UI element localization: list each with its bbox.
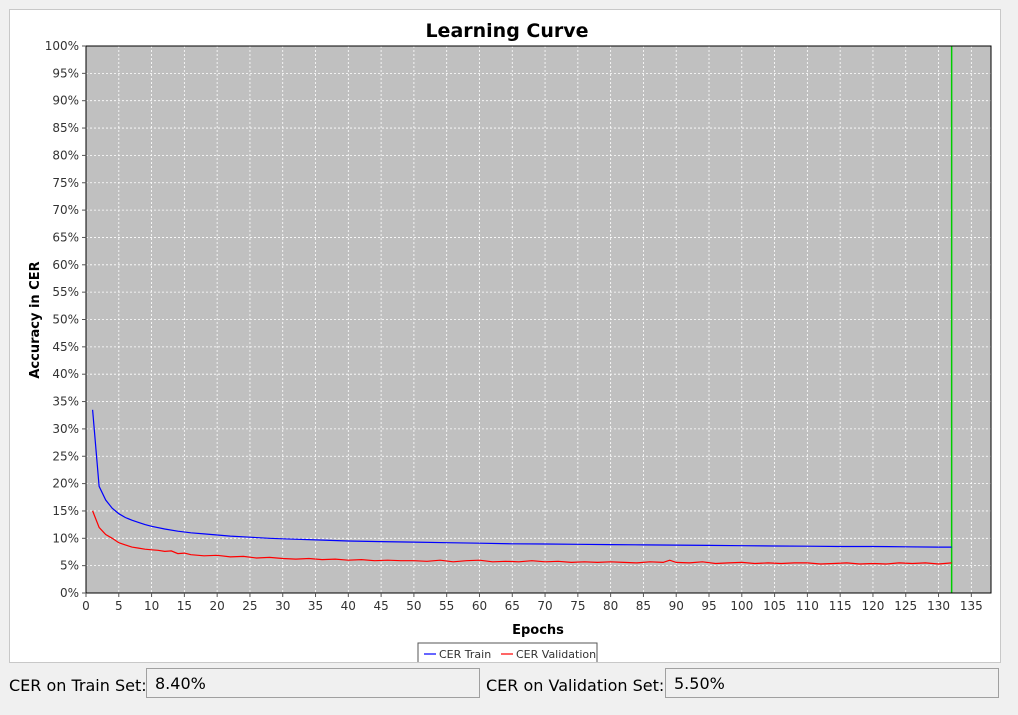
x-tick-label: 130	[927, 599, 950, 613]
x-tick-label: 0	[82, 599, 90, 613]
validation-cer-field: 5.50%	[665, 668, 999, 698]
y-tick-label: 5%	[60, 559, 79, 573]
x-tick-label: 20	[210, 599, 225, 613]
y-tick-label: 75%	[52, 176, 79, 190]
x-axis-label: Epochs	[512, 623, 564, 638]
legend-label: CER Train	[439, 648, 491, 661]
y-tick-label: 40%	[52, 367, 79, 381]
y-tick-label: 15%	[52, 504, 79, 518]
y-tick-label: 30%	[52, 422, 79, 436]
learning-curve-chart: Learning Curve 0% 5% 10% 15% 20% 25% 30% 35% 40%…	[28, 20, 992, 662]
x-tick-label: 65	[505, 599, 520, 613]
y-tick-label: 20%	[52, 477, 79, 491]
y-tick-label: 25%	[52, 449, 79, 463]
x-tick-label: 15	[177, 599, 192, 613]
x-tick-label: 135	[960, 599, 983, 613]
y-tick-label: 95%	[52, 66, 79, 80]
x-tick-label: 90	[669, 599, 684, 613]
x-tick-label: 35	[308, 599, 323, 613]
y-tick-label: 100%	[45, 39, 79, 53]
plot-area: 0% 5% 10% 15% 20% 25% 30% 35% 40% 45% 50% 55% 60% 65%…	[45, 39, 992, 613]
y-tick-label: 90%	[52, 94, 79, 108]
y-tick-label: 85%	[52, 121, 79, 135]
x-tick-label: 125	[894, 599, 917, 613]
x-tick-label: 60	[472, 599, 487, 613]
chart-panel: Learning Curve 0% 5% 10% 15% 20% 25% 30% 35% 40%…	[9, 9, 1001, 663]
y-tick-label: 60%	[52, 258, 79, 272]
x-tick-label: 95	[701, 599, 716, 613]
x-tick-label: 110	[796, 599, 819, 613]
y-tick-label: 50%	[52, 313, 79, 327]
x-tick-label: 25	[242, 599, 257, 613]
y-tick-label: 0%	[60, 586, 79, 600]
x-tick-label: 5	[115, 599, 123, 613]
x-tick-label: 85	[636, 599, 651, 613]
x-tick-label: 115	[829, 599, 852, 613]
x-tick-label: 50	[406, 599, 421, 613]
y-tick-label: 80%	[52, 148, 79, 162]
y-tick-label: 55%	[52, 285, 79, 299]
y-axis-label: Accuracy in CER	[28, 261, 43, 378]
x-tick-label: 75	[570, 599, 585, 613]
x-tick-label: 55	[439, 599, 454, 613]
train-cer-field: 8.40%	[146, 668, 480, 698]
x-tick-label: 70	[537, 599, 552, 613]
x-tick-label: 40	[341, 599, 356, 613]
legend-label: CER Validation	[516, 648, 596, 661]
legend: CER Train CER Validation	[417, 642, 598, 662]
y-tick-label: 35%	[52, 395, 79, 409]
y-tick-label: 65%	[52, 230, 79, 244]
legend-box	[417, 642, 598, 662]
x-tick-label: 10	[144, 599, 159, 613]
x-tick-label: 105	[763, 599, 786, 613]
series-line-validation	[92, 510, 952, 565]
chart-title: Learning Curve	[425, 20, 588, 42]
y-tick-label: 45%	[52, 340, 79, 354]
y-tick-label: 10%	[52, 531, 79, 545]
x-tick-label: 30	[275, 599, 290, 613]
x-tick-label: 100	[730, 599, 753, 613]
x-tick-label: 120	[862, 599, 885, 613]
train-cer-label: CER on Train Set:	[9, 676, 147, 695]
validation-cer-label: CER on Validation Set:	[486, 676, 665, 695]
series-line-train	[92, 409, 952, 548]
x-tick-label: 80	[603, 599, 618, 613]
y-tick-label: 70%	[52, 203, 79, 217]
x-tick-label: 45	[373, 599, 388, 613]
